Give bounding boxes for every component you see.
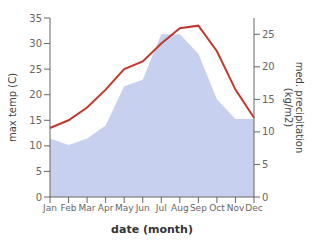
- svg-text:date (month): date (month): [111, 223, 193, 236]
- svg-text:20: 20: [262, 61, 275, 72]
- svg-text:Dec: Dec: [245, 203, 262, 213]
- svg-text:max temp (C): max temp (C): [8, 73, 18, 142]
- svg-text:0: 0: [262, 192, 268, 203]
- svg-text:5: 5: [36, 166, 42, 177]
- svg-text:15: 15: [262, 94, 275, 105]
- svg-text:10: 10: [29, 140, 42, 151]
- svg-text:25: 25: [262, 29, 275, 40]
- svg-text:Feb: Feb: [61, 203, 77, 213]
- svg-text:May: May: [115, 203, 134, 213]
- svg-text:15: 15: [29, 115, 42, 126]
- svg-text:Jan: Jan: [42, 203, 57, 213]
- svg-text:med. precipitation(kg/m2): med. precipitation(kg/m2): [283, 62, 305, 154]
- svg-text:Sep: Sep: [190, 203, 207, 213]
- svg-text:Nov: Nov: [227, 203, 245, 213]
- svg-text:0: 0: [36, 192, 42, 203]
- svg-text:30: 30: [29, 38, 42, 49]
- svg-text:5: 5: [262, 159, 268, 170]
- svg-text:Jul: Jul: [155, 203, 167, 213]
- svg-text:Aug: Aug: [171, 203, 189, 213]
- svg-text:Jun: Jun: [135, 203, 150, 213]
- svg-text:25: 25: [29, 64, 42, 75]
- svg-text:20: 20: [29, 89, 42, 100]
- svg-text:Apr: Apr: [98, 203, 114, 213]
- svg-text:10: 10: [262, 126, 275, 137]
- svg-text:Mar: Mar: [79, 203, 96, 213]
- svg-text:Oct: Oct: [209, 203, 225, 213]
- svg-text:35: 35: [29, 13, 42, 24]
